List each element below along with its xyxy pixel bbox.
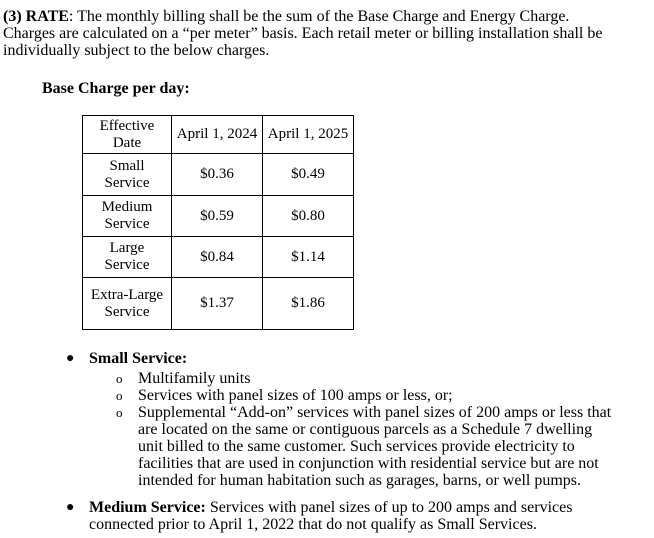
paragraph: (3) RATE: The monthly billing shall be t… [3,8,603,59]
table-cell: $0.59 [171,195,263,237]
table-cell: $1.86 [262,277,354,330]
bullet-text: Small Service: [89,350,629,367]
table-cell: April 1, 2025 [262,115,354,154]
rate-table: Effective Date April 1, 2024 April 1, 2025… [82,115,354,330]
sub-item: Multifamily units [138,370,251,387]
table-row: Small Service $0.36 $0.49 [82,153,354,196]
section-text: : The monthly billing shall be the sum o… [3,8,603,59]
table-cell: $1.37 [171,277,263,330]
table-row: Effective Date April 1, 2024 April 1, 2025 [82,115,354,154]
sub-marker: o [116,388,123,403]
bullet-body: Services with panel sizes of up to 200 a… [89,499,573,533]
table-cell: Medium Service [82,195,172,237]
table-cell: Effective Date [82,115,172,154]
sub-marker: o [116,405,123,420]
table-row: Medium Service $0.59 $0.80 [82,195,354,237]
table-cell: $0.36 [171,153,263,196]
table-row: Large Service $0.84 $1.14 [82,236,354,278]
section-label: (3) RATE [3,8,69,25]
table-cell: Extra-Large Service [82,277,172,330]
sub-marker: o [116,371,123,386]
table-cell: Small Service [82,153,172,196]
bullet-label: Small Service: [89,350,188,367]
bullet-label: Medium Service: [89,499,206,516]
table-cell: Large Service [82,236,172,278]
table-caption: Base Charge per day: [42,80,190,97]
table-cell: April 1, 2024 [171,115,263,154]
bullet-marker: ● [66,351,75,366]
table-cell: $0.49 [262,153,354,196]
sub-item: Supplemental “Add-on” services with pane… [138,404,612,489]
table-cell: $0.80 [262,195,354,237]
table-cell: $0.84 [171,236,263,278]
table-row: Extra-Large Service $1.37 $1.86 [82,277,354,330]
bullet-marker: ● [66,500,75,515]
sub-item: Services with panel sizes of 100 amps or… [138,387,453,404]
bullet-text: Medium Service: Services with panel size… [89,499,629,533]
table-cell: $1.14 [262,236,354,278]
